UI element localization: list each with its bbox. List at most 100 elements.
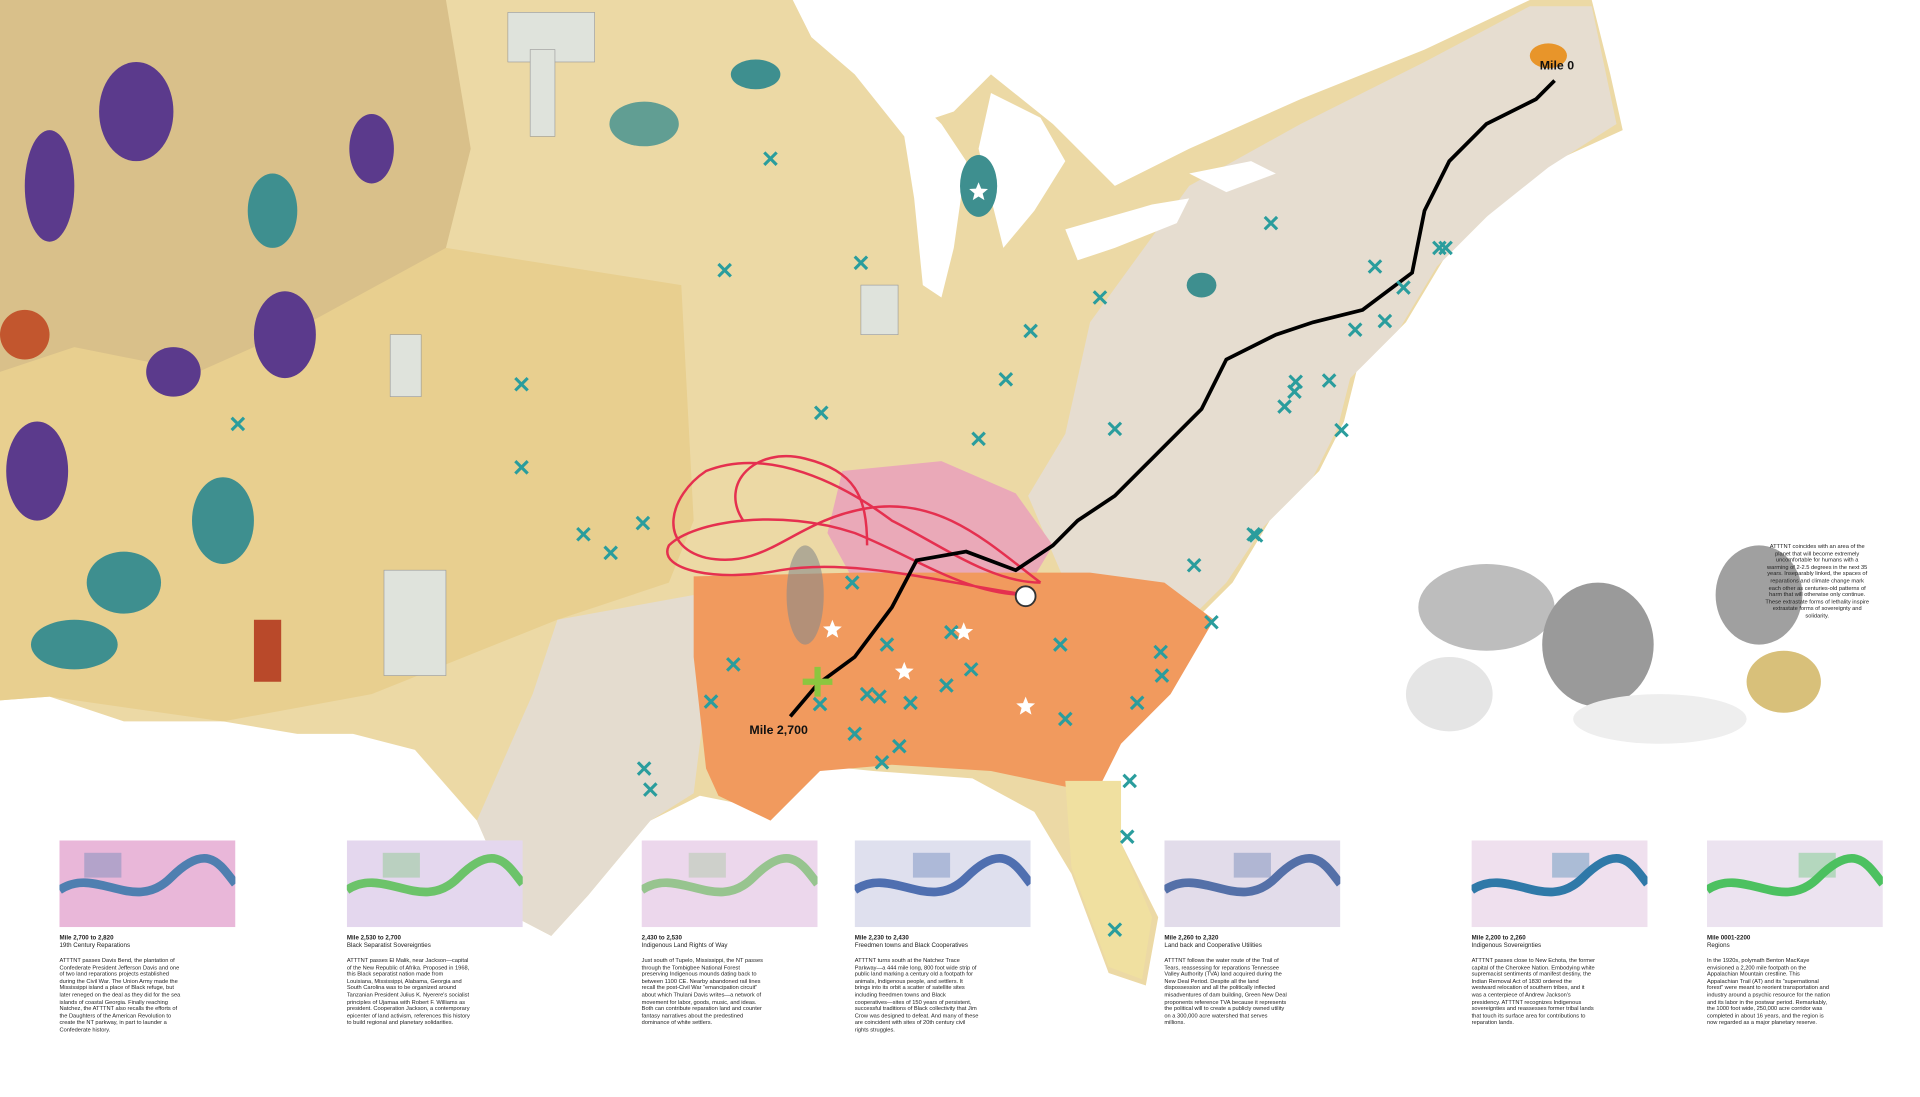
x-marker — [1438, 240, 1453, 256]
x-marker — [763, 151, 778, 166]
panel-thumbnail — [641, 840, 818, 928]
x-marker — [872, 689, 887, 704]
panel: Mile 2,260 to 2,320 Land back and Cooper… — [1164, 840, 1341, 1026]
x-marker — [1186, 557, 1202, 573]
x-marker — [939, 678, 954, 693]
x-marker — [636, 761, 652, 776]
x-marker — [1277, 399, 1292, 414]
x-marker — [514, 460, 529, 475]
land-patches — [0, 12, 1567, 682]
x-marker — [879, 637, 895, 652]
star — [1016, 696, 1036, 715]
route-loops — [666, 455, 1042, 597]
panel-title: Black Separatist Sovereignties — [346, 942, 431, 950]
panel-title: Land back and Cooperative Utilities — [1164, 942, 1262, 950]
x-marker — [1377, 313, 1393, 329]
lake — [1065, 198, 1190, 261]
panel-range: Mile 2,530 to 2,700 — [346, 934, 401, 943]
x-marker — [1092, 290, 1108, 305]
mile-label: Mile 2,700 — [749, 723, 808, 737]
x-marker — [717, 262, 732, 278]
x-marker — [576, 526, 591, 542]
cross-marker — [802, 666, 833, 697]
panel-text: ATTTNT passes Davis Bend, the plantation… — [59, 956, 181, 1033]
panel-text: ATTTNT passes El Malik, near Jackson—cap… — [346, 956, 470, 1026]
panel-range: Mile 2,230 to 2,430 — [854, 934, 909, 943]
panel-thumbnail — [59, 840, 236, 928]
x-marker — [1347, 322, 1363, 338]
lake — [792, 0, 967, 298]
panel-thumbnail — [1164, 840, 1341, 928]
panel: Mile 2,700 to 2,820 19th Century Reparat… — [59, 840, 236, 1033]
x-marker — [726, 657, 741, 672]
panel-range: Mile 0001-2200 — [1706, 934, 1751, 943]
panel-text: In the 1920s, polymath Benton MacKaye en… — [1706, 956, 1831, 1026]
panel-thumbnail — [346, 840, 523, 928]
panel-thumbnail — [1706, 840, 1883, 928]
x-marker — [1107, 922, 1123, 937]
star — [954, 622, 974, 641]
x-marker — [844, 575, 860, 590]
star — [822, 619, 842, 638]
x-marker — [1107, 421, 1123, 437]
x-marker — [944, 624, 959, 640]
x-marker — [1153, 644, 1168, 660]
orange-region — [693, 572, 1214, 821]
panel-range: Mile 2,700 to 2,820 — [59, 934, 114, 943]
x-marker — [1023, 323, 1038, 339]
lake — [978, 92, 1066, 248]
panel: 2,430 to 2,530 Indigenous Land Rights of… — [641, 840, 818, 1026]
x-marker — [812, 696, 828, 712]
site-markers — [230, 151, 1453, 937]
panel-title: 19th Century Reparations — [59, 942, 131, 950]
panel: Mile 2,530 to 2,700 Black Separatist Sov… — [346, 840, 523, 1026]
x-marker — [847, 726, 862, 742]
x-marker — [1122, 773, 1137, 789]
x-marker — [1321, 373, 1337, 388]
northeast-region — [1028, 6, 1617, 769]
panel: Mile 2,230 to 2,430 Freedmen towns and B… — [854, 840, 1031, 1033]
x-marker — [892, 738, 907, 754]
x-marker — [1287, 384, 1302, 399]
panel-text: ATTTNT turns south at the Natchez Trace … — [854, 956, 979, 1033]
world-note: ATTTNT coincides with an area of the pla… — [1765, 542, 1870, 619]
panel-text: ATTTNT passes close to New Echota, the f… — [1471, 956, 1596, 1026]
star — [894, 661, 914, 680]
lake — [1189, 161, 1276, 193]
panel-text: ATTTNT follows the water route of the Tr… — [1164, 956, 1287, 1026]
panel-title: Indigenous Land Rights of Way — [641, 942, 728, 950]
star — [969, 182, 988, 201]
x-marker — [1053, 637, 1068, 652]
panel-title: Freedmen towns and Black Cooperatives — [854, 942, 968, 950]
x-marker — [603, 545, 618, 561]
x-marker — [853, 255, 869, 271]
x-marker — [963, 662, 979, 677]
x-marker — [1334, 422, 1349, 438]
panel-range: Mile 2,260 to 2,320 — [1164, 934, 1219, 943]
x-marker — [703, 694, 719, 709]
panel: Mile 2,200 to 2,260 Indigenous Sovereign… — [1471, 840, 1648, 1026]
x-marker — [1367, 259, 1383, 274]
x-marker — [1119, 829, 1135, 844]
star-markers — [822, 182, 1036, 715]
x-marker — [514, 376, 529, 392]
x-marker — [1058, 711, 1073, 727]
panel-title: Indigenous Sovereignties — [1471, 942, 1542, 950]
florida — [1065, 780, 1153, 980]
texas-region — [476, 594, 707, 936]
x-marker — [635, 515, 651, 531]
panel-thumbnail — [854, 840, 1031, 928]
x-marker — [1204, 614, 1219, 630]
x-marker — [1154, 668, 1170, 683]
panel-title: Regions — [1706, 942, 1730, 950]
x-marker — [813, 405, 829, 421]
panel: Mile 0001-2200 Regions In the 1920s, pol… — [1706, 840, 1883, 1026]
hub-marker — [1014, 585, 1037, 608]
x-marker — [643, 782, 658, 797]
x-marker — [1263, 215, 1279, 231]
x-marker — [859, 686, 875, 702]
x-marker — [998, 372, 1014, 387]
panel-text: Just south of Tupelo, Mississippi, the N… — [641, 956, 764, 1026]
